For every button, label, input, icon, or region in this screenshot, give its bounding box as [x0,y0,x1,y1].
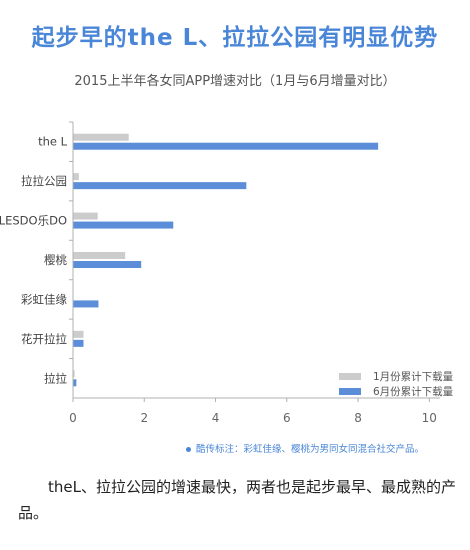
y-tick-label: the L [38,135,68,149]
bar-june [73,221,174,229]
chart-subtitle: 2015上半年各女同APP增速对比（1月与6月增量对比） [74,74,396,89]
y-tick-label: 彩虹佳缘 [21,292,67,306]
bar-january [73,370,75,378]
x-tick-label: 4 [212,411,220,425]
x-tick-label: 6 [283,411,291,425]
bar-june [73,300,99,308]
annotation-note: 酷传标注：彩虹佳缘、樱桃为男同女同混合社交产品。 [186,441,424,455]
bar-june [73,142,379,150]
caption-paragraph: theL、拉拉公园的增速最快，两者也是起步最早、最成熟的产品。 [18,478,456,522]
y-tick-label: LESDO乐DO [0,214,67,228]
legend-label: 1月份累计下载量 [373,370,454,383]
x-tick-label: 0 [69,411,77,425]
bar-january [73,330,84,338]
bar-january [73,252,126,259]
bar-january [73,133,129,141]
bar-june [73,182,247,190]
chart-title: 起步早的the L、拉拉公园有明显优势 [31,25,439,51]
y-tick-label: 拉拉 [44,371,67,385]
x-tick-label: 10 [422,411,437,425]
bar-june [73,261,142,268]
annotation-text: 酷传标注：彩虹佳缘、樱桃为男同女同混合社交产品。 [196,444,425,455]
y-tick-label: 花开拉拉 [21,332,67,346]
y-tick-label: 樱桃 [44,253,67,267]
bar-january [73,212,98,220]
bar-january [73,173,79,181]
x-tick-label: 2 [140,411,148,425]
legend-swatch [339,388,361,395]
bar-june [73,339,84,347]
bullet-dot-icon [186,447,191,452]
x-tick-label: 8 [354,411,362,425]
legend-label: 6月份累计下载量 [373,385,454,398]
y-tick-label: 拉拉公园 [21,174,67,188]
bar-june [73,379,77,387]
legend-swatch [339,373,361,380]
